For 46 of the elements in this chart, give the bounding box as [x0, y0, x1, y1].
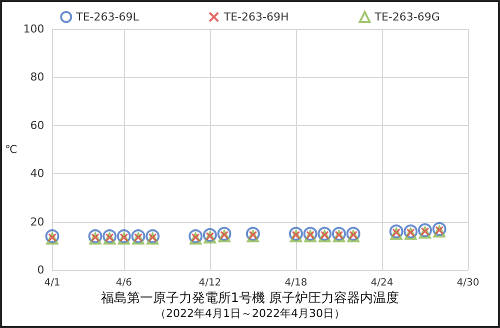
y-axis-title: ℃ [4, 143, 18, 156]
point [46, 232, 58, 245]
point [104, 232, 116, 245]
point [288, 226, 303, 241]
point [290, 230, 302, 242]
point [246, 226, 260, 241]
point [246, 230, 259, 242]
point [204, 231, 216, 244]
y-tick-label: 100 [23, 22, 44, 36]
y-tick-label: 20 [30, 215, 44, 228]
y-tick-label: 0 [37, 264, 44, 276]
x-tick-label: 4/6 [116, 278, 132, 288]
point [404, 228, 417, 240]
point [332, 230, 345, 242]
point [118, 232, 130, 245]
x-tick-label: 4/12 [198, 278, 222, 288]
point [347, 230, 360, 242]
x-tick-label: 4/18 [284, 278, 308, 288]
point [218, 230, 230, 242]
point [346, 226, 360, 241]
y-tick-label: 60 [30, 118, 44, 132]
x-tick-label: 4/1 [44, 278, 60, 288]
point [418, 226, 431, 239]
point [332, 226, 346, 241]
text: （2022年4月1日～2022年4月30日） [155, 307, 345, 320]
text: 福島第一原子力発電所1号機 原子炉圧力容器内温度 [100, 290, 400, 306]
y-tick-label: 40 [30, 167, 44, 180]
point [217, 226, 232, 241]
point [190, 232, 202, 245]
point [303, 226, 318, 241]
legend-label: TE-263-69H [222, 10, 289, 24]
legend-label: TE-263-69L [75, 10, 140, 24]
point [132, 232, 144, 245]
point [304, 230, 316, 242]
point [390, 228, 402, 240]
legend-label: TE-263-69G [374, 10, 440, 24]
x-tick-label: 4/30 [456, 278, 480, 288]
point [318, 230, 331, 242]
x-tick-label: 4/24 [370, 278, 394, 288]
point [433, 225, 446, 238]
point [146, 232, 159, 245]
point [389, 224, 404, 238]
point [89, 232, 102, 245]
point [318, 226, 332, 241]
point [404, 224, 418, 238]
y-tick-label: 80 [30, 70, 44, 84]
